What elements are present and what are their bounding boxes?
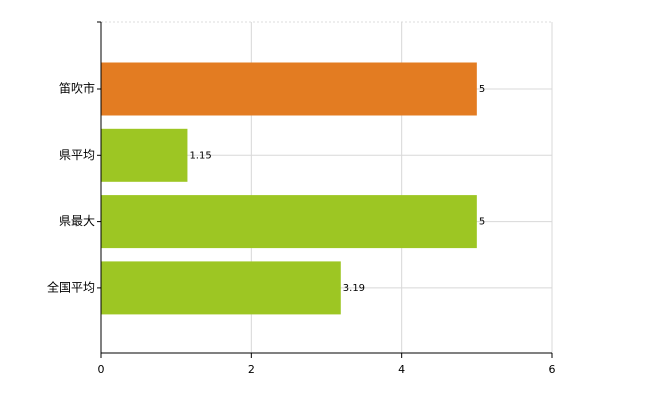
- bar: [101, 62, 477, 116]
- y-tick-label: 県平均: [59, 148, 95, 162]
- value-label: 3.19: [343, 283, 365, 294]
- bar: [101, 128, 188, 182]
- value-label: 5: [479, 84, 485, 95]
- bar: [101, 261, 341, 315]
- value-label: 5: [479, 217, 485, 228]
- y-tick-label: 県最大: [59, 214, 95, 228]
- x-tick-label: 2: [248, 363, 255, 376]
- value-label: 1.15: [189, 150, 211, 161]
- x-tick-label: 4: [398, 363, 405, 376]
- y-tick-label: 笛吹市: [59, 81, 95, 96]
- x-tick-label: 0: [98, 363, 105, 376]
- bar: [101, 195, 477, 249]
- x-tick-label: 6: [549, 363, 556, 376]
- y-tick-label: 全国平均: [47, 279, 95, 294]
